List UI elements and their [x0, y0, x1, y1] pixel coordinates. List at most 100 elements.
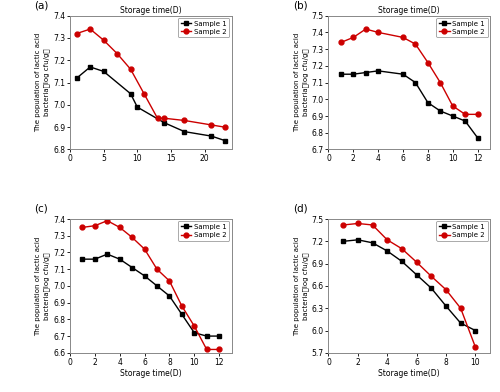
Legend: Sample 1, Sample 2: Sample 1, Sample 2 [178, 18, 230, 37]
Sample 2 [443, 287, 449, 292]
Sample 2 [438, 80, 444, 85]
Sample 2 [400, 35, 406, 40]
Sample 2 [428, 274, 434, 279]
Y-axis label: The population of lactic acid
bacteria（log cfu/g）: The population of lactic acid bacteria（l… [35, 33, 50, 132]
Line: Sample 1: Sample 1 [340, 238, 477, 333]
Sample 1 [355, 238, 361, 242]
Sample 1 [129, 265, 135, 270]
Sample 1 [87, 65, 93, 69]
Sample 2 [142, 247, 148, 252]
Text: (d): (d) [293, 204, 308, 214]
Sample 1 [192, 330, 198, 335]
Legend: Sample 1, Sample 2: Sample 1, Sample 2 [178, 221, 230, 241]
Line: Sample 2: Sample 2 [340, 221, 477, 349]
Sample 1 [384, 249, 390, 253]
Title: Storage time(D): Storage time(D) [378, 6, 440, 15]
Text: (b): (b) [293, 0, 308, 10]
Sample 2 [116, 225, 122, 230]
X-axis label: Storage time(D): Storage time(D) [120, 369, 182, 378]
Line: Sample 2: Sample 2 [74, 27, 227, 130]
Sample 2 [114, 51, 120, 56]
Sample 2 [161, 116, 167, 121]
Text: (c): (c) [34, 204, 48, 214]
Sample 1 [458, 321, 464, 325]
Sample 1 [474, 135, 480, 140]
Sample 1 [428, 286, 434, 290]
Sample 2 [208, 123, 214, 127]
Sample 1 [154, 283, 160, 288]
Sample 1 [100, 69, 106, 74]
Title: Storage time(D): Storage time(D) [120, 6, 182, 15]
Sample 2 [74, 31, 80, 36]
Sample 1 [450, 114, 456, 118]
Sample 2 [154, 267, 160, 272]
Y-axis label: The population of lactic acid
bacteria（log cfu/g）: The population of lactic acid bacteria（l… [294, 236, 308, 336]
X-axis label: Storage time(D): Storage time(D) [378, 369, 440, 378]
Sample 1 [443, 304, 449, 309]
Sample 1 [438, 109, 444, 113]
Sample 1 [208, 134, 214, 138]
Sample 2 [192, 324, 198, 328]
Sample 1 [216, 334, 222, 338]
Line: Sample 2: Sample 2 [338, 27, 480, 117]
Sample 2 [399, 247, 405, 251]
Sample 2 [338, 40, 344, 45]
Sample 1 [166, 294, 172, 298]
Sample 2 [100, 38, 106, 43]
Line: Sample 1: Sample 1 [338, 69, 480, 140]
Sample 2 [450, 103, 456, 108]
Legend: Sample 1, Sample 2: Sample 1, Sample 2 [436, 221, 488, 241]
Sample 2 [92, 223, 98, 228]
Sample 2 [216, 347, 222, 352]
Sample 2 [474, 112, 480, 117]
Sample 2 [425, 60, 431, 65]
Sample 2 [179, 304, 185, 309]
Sample 1 [74, 76, 80, 80]
Line: Sample 2: Sample 2 [80, 218, 222, 352]
Sample 2 [141, 91, 147, 96]
Line: Sample 1: Sample 1 [74, 65, 227, 143]
Sample 1 [80, 257, 86, 261]
Sample 2 [222, 125, 228, 129]
Sample 2 [204, 347, 210, 352]
Sample 1 [104, 252, 110, 256]
Sample 1 [222, 138, 228, 143]
Sample 2 [375, 30, 381, 35]
Sample 2 [462, 112, 468, 117]
Sample 1 [134, 105, 140, 109]
Sample 2 [87, 27, 93, 31]
Text: (a): (a) [34, 0, 49, 10]
Sample 1 [161, 120, 167, 125]
Sample 2 [414, 260, 420, 265]
Sample 2 [80, 225, 86, 230]
Sample 1 [116, 257, 122, 261]
Sample 1 [179, 312, 185, 317]
Y-axis label: The population of lactic acid
bacteria（log cfu/g）: The population of lactic acid bacteria（l… [294, 33, 308, 132]
Sample 1 [375, 69, 381, 73]
Sample 1 [142, 274, 148, 278]
Sample 1 [350, 72, 356, 76]
Sample 1 [340, 239, 346, 244]
Sample 2 [412, 42, 418, 47]
Sample 1 [399, 259, 405, 264]
Sample 1 [414, 272, 420, 277]
Sample 2 [154, 116, 160, 121]
Sample 1 [362, 70, 368, 75]
Sample 1 [338, 72, 344, 76]
Sample 2 [362, 27, 368, 31]
Sample 2 [355, 221, 361, 226]
Sample 2 [472, 345, 478, 349]
Sample 1 [400, 72, 406, 76]
Sample 1 [425, 100, 431, 105]
Sample 1 [182, 129, 188, 134]
Sample 1 [128, 91, 134, 96]
Sample 2 [166, 279, 172, 283]
Line: Sample 1: Sample 1 [80, 252, 222, 339]
Sample 2 [350, 35, 356, 40]
Sample 2 [384, 238, 390, 242]
Sample 1 [204, 334, 210, 338]
Y-axis label: The population of lactic acid
bacteria（log cfu/g）: The population of lactic acid bacteria（l… [35, 236, 50, 336]
Sample 2 [104, 218, 110, 223]
Sample 1 [462, 119, 468, 123]
Sample 2 [458, 306, 464, 310]
